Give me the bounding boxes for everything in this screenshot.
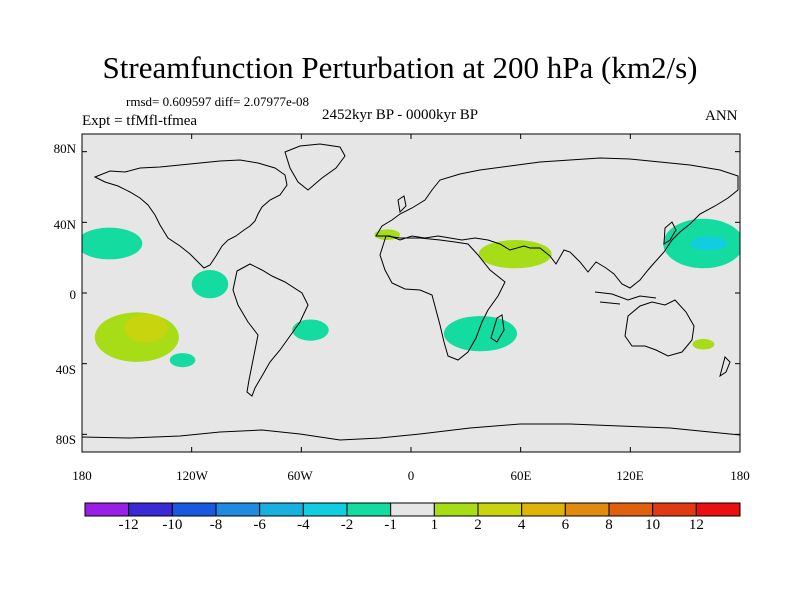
colorbar-label: -6 — [253, 517, 266, 533]
anomaly-region-4 — [191, 270, 229, 299]
rmsd-diff-stats: rmsd= 0.609597 diff= 2.07977e-08 — [126, 94, 310, 109]
time-period-label: 2452kyr BP - 0000kyr BP — [322, 107, 479, 123]
map-background — [82, 134, 740, 452]
coastline-new-zealand — [719, 356, 731, 378]
anomaly-region-3 — [124, 314, 168, 343]
anomaly-region-8 — [478, 240, 552, 269]
lon-label-60w: 60W — [287, 468, 313, 483]
colorbar-label: 2 — [474, 517, 482, 533]
colorbar-label: -1 — [384, 517, 397, 533]
colorbar-label: 1 — [430, 517, 439, 533]
lon-label-120e: 120E — [616, 468, 644, 483]
lon-label-180w: 180 — [72, 468, 92, 483]
coastlines — [82, 143, 740, 441]
colorbar-label: 12 — [688, 517, 704, 533]
coastline-antarctica — [82, 423, 740, 441]
lon-label-180e: 180 — [730, 468, 750, 483]
lat-label-40n: 40N — [53, 217, 76, 232]
lat-label-40s: 40S — [55, 362, 76, 377]
coastline-greenland — [284, 143, 346, 191]
colorbar-label: 6 — [561, 517, 570, 533]
colorbar-label: 10 — [645, 517, 661, 533]
coastline-indonesia — [594, 291, 657, 305]
colorbar-label: 4 — [517, 517, 526, 533]
colorbar-label: -2 — [340, 517, 354, 533]
coastline-british-isles — [397, 195, 407, 214]
coastline-south-america — [232, 263, 309, 397]
anomaly-region-9 — [443, 315, 518, 352]
coastline-japan — [663, 221, 677, 245]
lat-label-80s: 80S — [55, 432, 76, 447]
coastline-australia — [624, 299, 695, 357]
coastline-madagascar — [490, 314, 505, 343]
lat-label-eq: 0 — [69, 287, 77, 302]
coastline-north-america — [93, 159, 288, 269]
lon-label-60e: 60E — [510, 468, 532, 483]
season-label: ANN — [705, 108, 738, 124]
anomaly-region-11 — [690, 236, 728, 251]
anomaly-region-5 — [169, 353, 196, 368]
anomaly-region-1 — [82, 227, 143, 260]
experiment-label: Expt = tfMfl-tfmea — [82, 113, 198, 129]
anomaly-region-6 — [292, 319, 329, 341]
lon-label-120w: 120W — [176, 468, 208, 483]
plot-title: Streamfunction Perturbation at 200 hPa (… — [102, 50, 698, 85]
anomaly-region-12 — [692, 338, 715, 350]
coastline-africa — [379, 235, 506, 361]
colorbar-label: -4 — [297, 517, 310, 533]
coastline-eurasia — [375, 157, 739, 289]
axis-ticks — [81, 134, 741, 452]
colorbar-label: -10 — [162, 517, 183, 533]
lon-label-0: 0 — [407, 468, 415, 483]
colorbar-label: -8 — [209, 517, 223, 533]
lat-label-80n: 80N — [53, 141, 76, 156]
anomaly-layer — [82, 218, 740, 368]
colorbar-label: 8 — [605, 517, 613, 533]
colorbar-label: -12 — [118, 517, 139, 533]
